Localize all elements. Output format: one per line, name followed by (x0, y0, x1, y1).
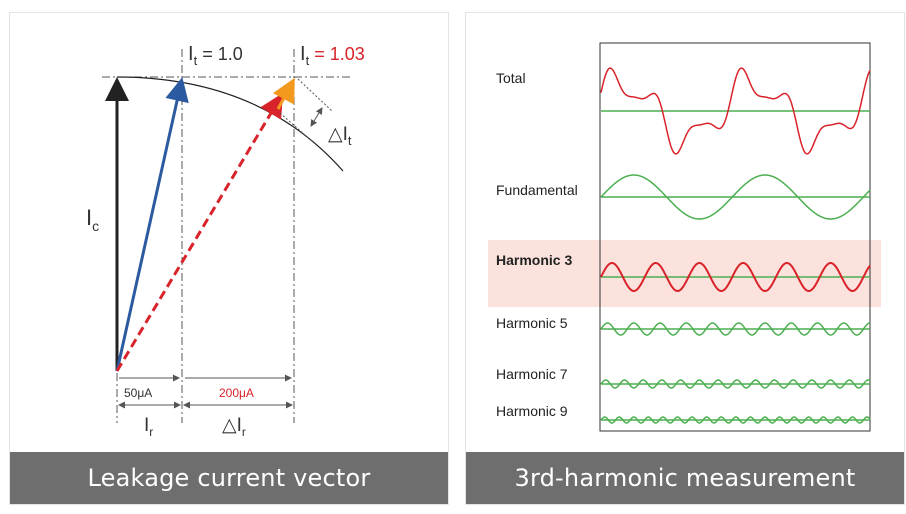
waveform-label-3: Harmonic 5 (496, 315, 568, 331)
delta-it-arrow (310, 107, 323, 127)
ir-label: Ir (144, 415, 153, 439)
waveform-label-0: Total (496, 70, 526, 86)
vector-caption: Leakage current vector (10, 452, 448, 504)
delta-it-orange-vector (272, 77, 295, 110)
waveform-label-2: Harmonic 3 (496, 252, 572, 268)
it-label-1: It = 1.0 (188, 43, 243, 68)
waveform-2 (600, 262, 871, 292)
harmonic-panel: Total Fundamental Harmonic 3 Harmonic 5 Harm… (465, 12, 905, 505)
delta-ir-label: △Ir (222, 415, 246, 439)
ic-label: Ic (86, 205, 99, 234)
harmonic3-highlight (488, 240, 881, 307)
leakage-vector-panel: It = 1.0 It = 1.03 △It Ic 50μA 200μA Ir … (9, 12, 449, 505)
waveform-4 (600, 379, 871, 389)
dim-50-label: 50μA (124, 386, 152, 400)
dim-200-label: 200μA (219, 386, 254, 400)
it-label-2: It = 1.03 (300, 43, 365, 68)
current-arc (116, 76, 344, 172)
waveform-label-5: Harmonic 9 (496, 403, 568, 419)
waveform-label-1: Fundamental (496, 182, 578, 198)
delta-it-dotted-2 (279, 112, 315, 144)
waveform-1 (600, 174, 871, 220)
waveform-3 (600, 322, 870, 336)
harmonic-caption: 3rd-harmonic measurement (466, 452, 904, 504)
delta-it-label: △It (328, 124, 352, 148)
waveform-5 (600, 416, 871, 424)
waveform-label-4: Harmonic 7 (496, 366, 568, 382)
waveform-frame (599, 42, 871, 432)
it-red-vector (115, 92, 284, 372)
it-blue-vector (115, 77, 189, 372)
waveform-0 (600, 67, 871, 155)
delta-it-dotted-1 (297, 78, 333, 112)
harmonic-diagram: Total Fundamental Harmonic 3 Harmonic 5 Harm… (488, 42, 881, 432)
vector-diagram: It = 1.0 It = 1.03 △It Ic 50μA 200μA Ir … (86, 43, 365, 439)
